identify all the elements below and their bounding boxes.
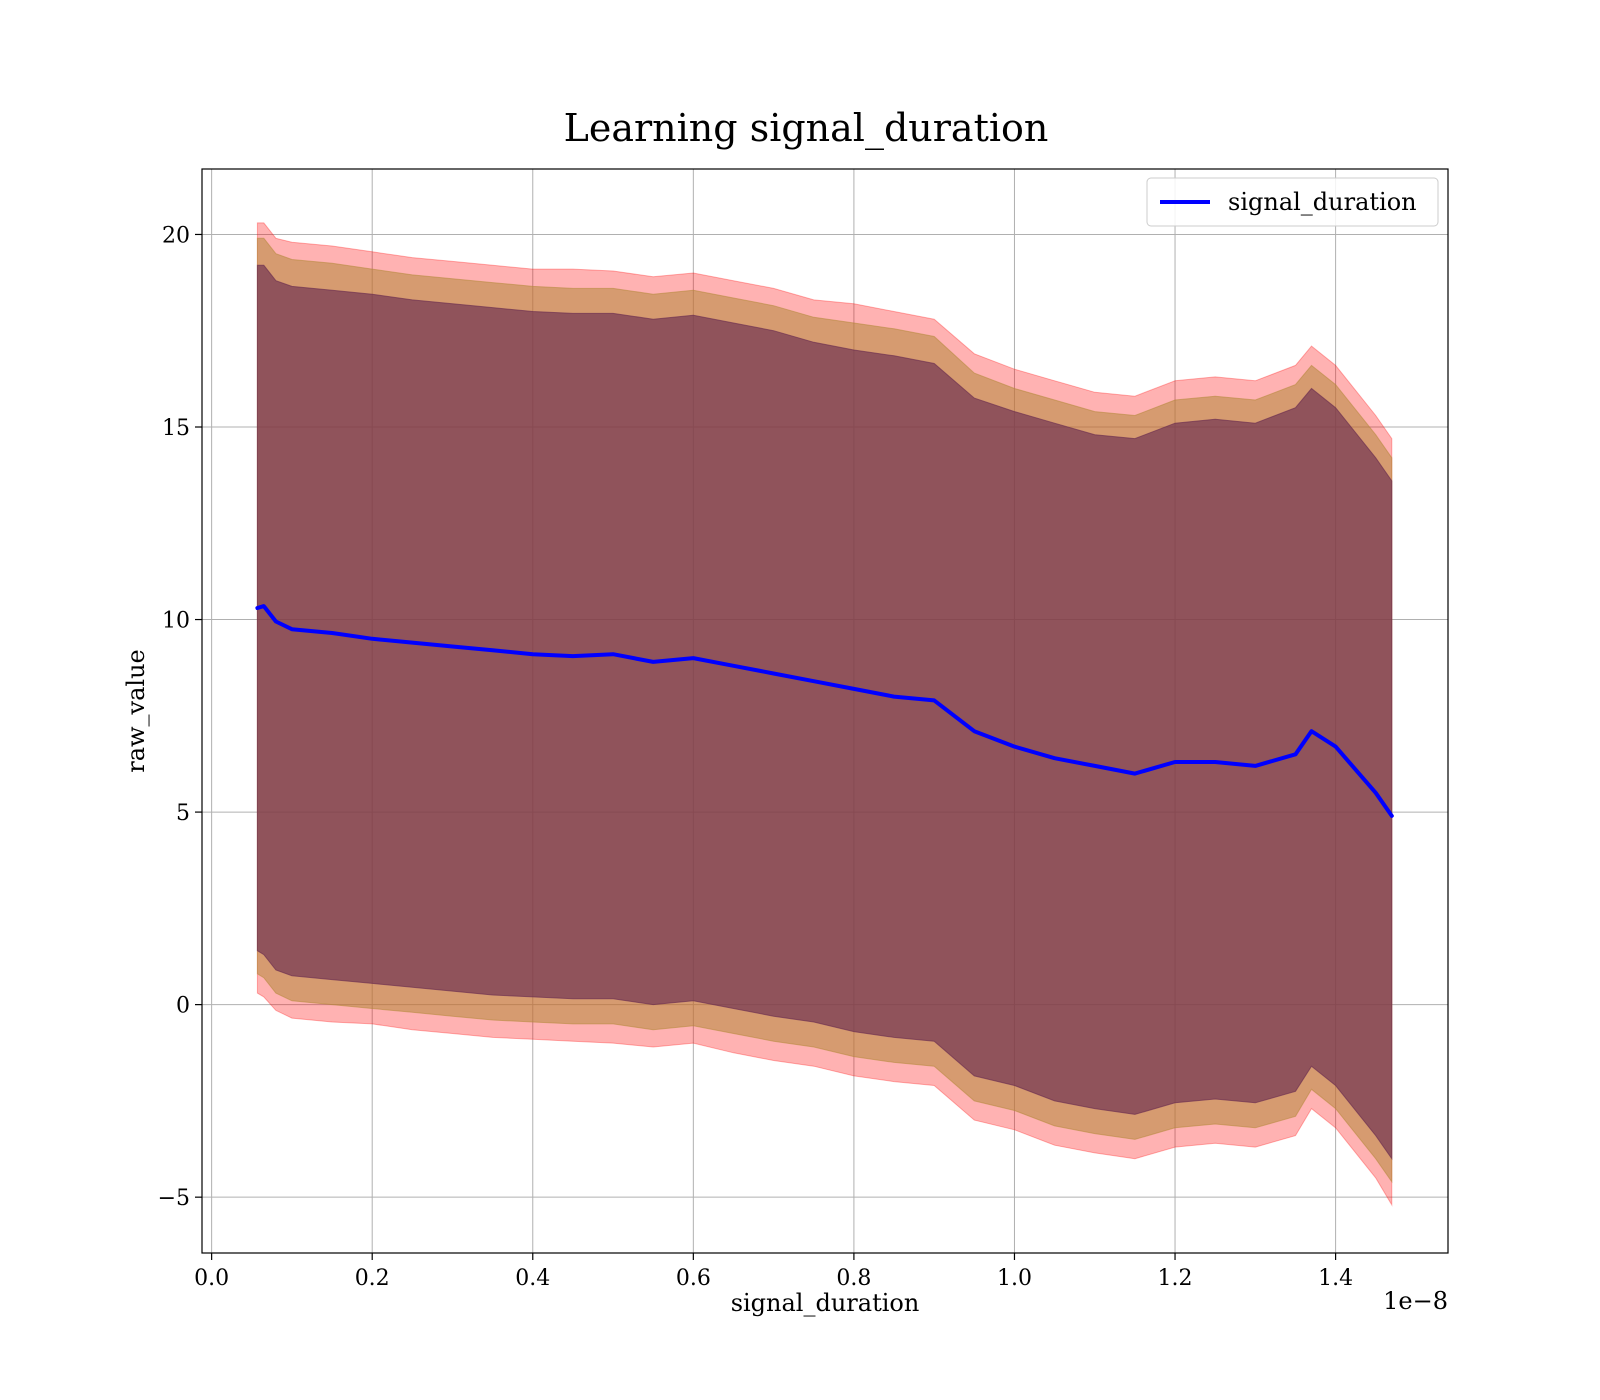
x-tick-label: 0.2 bbox=[355, 1266, 390, 1291]
series-lines bbox=[255, 604, 1394, 818]
y-ticks: −5 0 5 10 15 20 bbox=[158, 223, 202, 1211]
x-tick-label: 1.0 bbox=[997, 1266, 1032, 1291]
y-tick-label: 0 bbox=[176, 994, 190, 1019]
y-tick-label: −5 bbox=[158, 1186, 190, 1211]
legend-entry-label: signal_duration bbox=[1228, 188, 1417, 216]
plot-frame bbox=[201, 168, 1449, 1254]
x-ticks: 0.0 0.2 0.4 0.6 0.8 1.0 1.2 1.4 bbox=[194, 1253, 1353, 1291]
confidence-bands bbox=[256, 222, 1393, 1207]
y-tick-label: 10 bbox=[162, 609, 190, 634]
y-tick-label: 5 bbox=[176, 801, 190, 826]
x-tick-label: 1.4 bbox=[1318, 1266, 1353, 1291]
x-tick-label: 0.8 bbox=[836, 1266, 871, 1291]
series-line bbox=[255, 604, 1394, 818]
x-tick-label: 0.0 bbox=[194, 1266, 229, 1291]
band-inner bbox=[256, 264, 1393, 1161]
chart-title: Learning signal_duration bbox=[564, 106, 1049, 151]
legend-box bbox=[1146, 177, 1439, 227]
x-tick-label: 1.2 bbox=[1158, 1266, 1193, 1291]
x-tick-label: 0.6 bbox=[676, 1266, 711, 1291]
y-tick-label: 20 bbox=[162, 223, 190, 248]
y-axis-label: raw_value bbox=[122, 649, 150, 773]
x-offset-label: 1e−8 bbox=[1383, 1287, 1448, 1315]
x-tick-label: 0.4 bbox=[515, 1266, 550, 1291]
x-axis-label: signal_duration bbox=[731, 1289, 920, 1317]
y-tick-label: 15 bbox=[162, 416, 190, 441]
legend: signal_duration bbox=[1146, 177, 1439, 227]
